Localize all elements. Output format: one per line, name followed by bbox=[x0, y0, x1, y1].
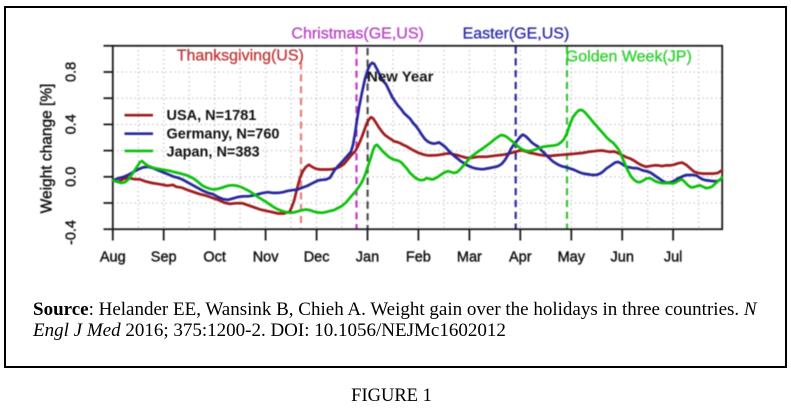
svg-text:0.8: 0.8 bbox=[64, 62, 80, 82]
svg-text:USA, N=1781: USA, N=1781 bbox=[167, 108, 257, 124]
svg-text:Easter(GE,US): Easter(GE,US) bbox=[463, 25, 570, 42]
svg-text:May: May bbox=[558, 250, 586, 266]
svg-text:New Year: New Year bbox=[367, 69, 434, 86]
svg-text:Japan, N=383: Japan, N=383 bbox=[167, 145, 260, 161]
svg-text:Jun: Jun bbox=[611, 250, 634, 266]
svg-text:Christmas(GE,US): Christmas(GE,US) bbox=[291, 25, 423, 42]
svg-text:Jul: Jul bbox=[664, 250, 683, 266]
svg-text:Golden Week(JP): Golden Week(JP) bbox=[566, 48, 692, 65]
svg-text:Aug: Aug bbox=[100, 250, 126, 266]
svg-text:Nov: Nov bbox=[253, 250, 280, 266]
svg-text:Feb: Feb bbox=[406, 250, 431, 266]
svg-text:Thanksgiving(US): Thanksgiving(US) bbox=[177, 47, 304, 64]
svg-text:-0.4: -0.4 bbox=[64, 220, 80, 245]
svg-text:Germany, N=760: Germany, N=760 bbox=[167, 127, 280, 143]
svg-text:Weight change [%]: Weight change [%] bbox=[39, 84, 56, 214]
svg-text:Sep: Sep bbox=[151, 250, 177, 266]
svg-text:Oct: Oct bbox=[203, 250, 226, 266]
svg-text:0.4: 0.4 bbox=[64, 114, 80, 134]
svg-text:0.0: 0.0 bbox=[64, 167, 80, 187]
svg-text:Dec: Dec bbox=[304, 250, 330, 266]
svg-text:Mar: Mar bbox=[457, 250, 482, 266]
svg-text:Jan: Jan bbox=[356, 250, 379, 266]
svg-text:Apr: Apr bbox=[509, 250, 532, 266]
